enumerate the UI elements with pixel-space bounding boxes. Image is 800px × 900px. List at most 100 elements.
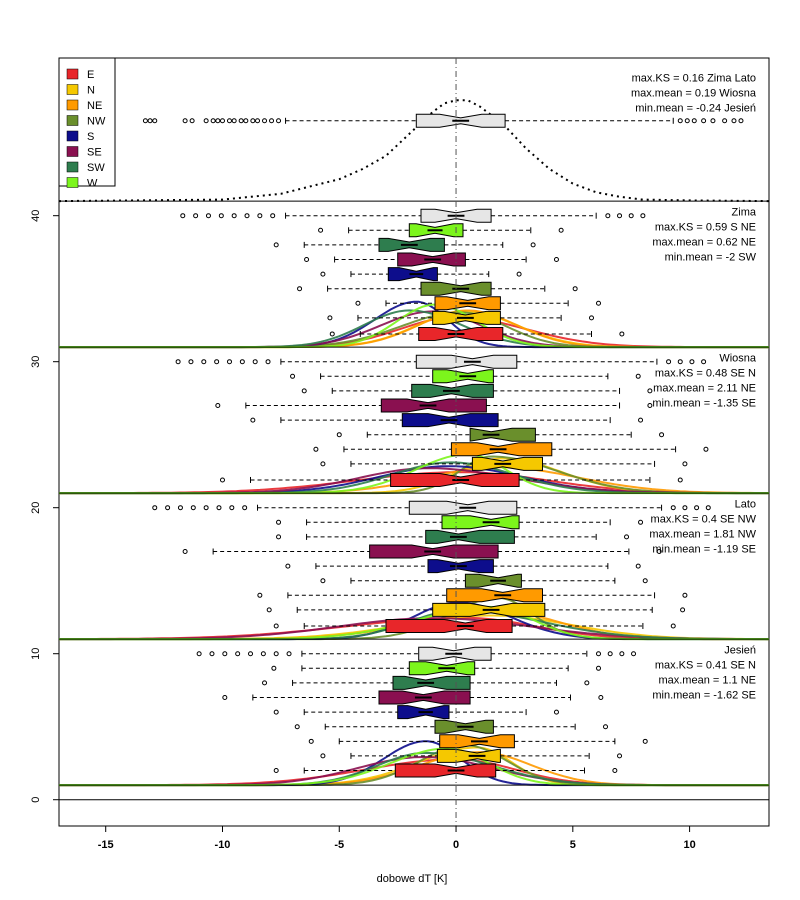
outlier-point (262, 118, 268, 124)
legend-swatch-w (66, 177, 79, 188)
boxplot-jesień-n (320, 748, 623, 763)
boxplot-lato-s (285, 559, 641, 574)
stats-wiosna-line: max.KS = 0.48 SE N (655, 368, 756, 380)
legend-label-se: SE (87, 147, 102, 159)
outlier-point (189, 118, 195, 124)
outlier-point (270, 213, 276, 219)
outlier-point (304, 256, 310, 262)
y-tick-label: 30 (30, 356, 42, 368)
stats-lato-line: min.mean = -1.19 SE (652, 544, 756, 556)
outlier-point (558, 227, 564, 233)
outlier-point (219, 477, 225, 483)
outlier-point (248, 651, 254, 657)
outlier-point (308, 738, 314, 744)
legend-label-e: E (87, 69, 94, 81)
outlier-point (190, 505, 196, 511)
outlier-point (638, 417, 644, 423)
outlier-point (705, 505, 711, 511)
outlier-point (516, 271, 522, 277)
outlier-point (596, 300, 602, 306)
legend-label-w: W (87, 178, 98, 190)
x-tick-label: -5 (334, 839, 344, 851)
overall-density-curve (58, 99, 770, 203)
outlier-point (647, 402, 653, 408)
outlier-point (205, 213, 211, 219)
outlier-point (320, 578, 326, 584)
outlier-point (231, 118, 237, 124)
boxplot-jesień-s (273, 705, 559, 720)
legend-label-nw: NW (87, 116, 106, 128)
outlier-point (682, 461, 688, 467)
outlier-point (215, 118, 221, 124)
boxplot-zima-sw (273, 237, 536, 252)
outlier-point (152, 505, 158, 511)
outlier-point (201, 359, 207, 365)
outlier-point (165, 505, 171, 511)
outlier-point (250, 118, 256, 124)
outlier-point (628, 213, 634, 219)
outlier-point (276, 118, 282, 124)
boxplot-wiosna-n (320, 456, 688, 471)
outlier-point (266, 607, 272, 613)
x-tick-label: -15 (98, 839, 114, 851)
outlier-point (238, 118, 244, 124)
outlier-point (329, 331, 335, 337)
outlier-point (642, 738, 648, 744)
outlier-point (670, 505, 676, 511)
outlier-point (638, 519, 644, 525)
outlier-point (276, 534, 282, 540)
outlier-point (689, 359, 695, 365)
outlier-point (320, 271, 326, 277)
outlier-point (313, 446, 319, 452)
outlier-point (656, 549, 662, 555)
outlier-point (619, 651, 625, 657)
outlier-point (276, 519, 282, 525)
stats-jesień-line: min.mean = -1.62 SE (652, 690, 756, 702)
overall-stats-line: min.mean = -0.24 Jesień (635, 102, 756, 114)
outlier-point (285, 563, 291, 569)
boxplot-jesień-e (273, 763, 618, 778)
outlier-point (584, 680, 590, 686)
outlier-point (327, 315, 333, 321)
outlier-point (235, 651, 241, 657)
outlier-point (635, 373, 641, 379)
outlier-point (222, 651, 228, 657)
outlier-point (257, 213, 263, 219)
outlier-point (320, 753, 326, 759)
boxplot-zima-ne (355, 296, 602, 311)
boxplots (142, 113, 744, 778)
outlier-point (617, 753, 623, 759)
y-tick-label: 40 (30, 210, 42, 222)
box-sw (425, 529, 515, 544)
x-axis-title: dobowe dT [K] (377, 873, 448, 885)
outlier-point (210, 118, 216, 124)
outlier-point (218, 213, 224, 219)
stats-jesień-line: max.KS = 0.41 SE N (655, 660, 756, 672)
stats-zima-line: min.mean = -2 SW (665, 252, 757, 264)
outlier-point (607, 651, 613, 657)
outlier-point (318, 227, 324, 233)
outlier-point (242, 505, 248, 511)
boxplot-wiosna-e (219, 473, 683, 487)
outlier-point (589, 315, 594, 321)
outlier-point (670, 623, 676, 629)
outlier-point (722, 118, 728, 124)
outlier-point (596, 651, 602, 657)
outlier-point (273, 623, 279, 629)
outlier-point (177, 505, 183, 511)
stats-wiosna-line: min.mean = -1.35 SE (652, 398, 756, 410)
outlier-point (677, 118, 683, 124)
boxplot-lato-n (266, 602, 686, 617)
outlier-point (624, 534, 630, 540)
outlier-point (572, 286, 578, 292)
outlier-point (252, 359, 258, 365)
outlier-point (286, 651, 292, 657)
boxplot-jesień-sw (262, 675, 590, 690)
outlier-point (677, 477, 683, 483)
outlier-point (677, 359, 683, 365)
boxplot-lato-nw (320, 573, 648, 588)
outlier-point (244, 213, 250, 219)
stats-jesień-line: Jesień (724, 645, 756, 657)
outlier-point (294, 724, 300, 730)
outlier-point (226, 118, 232, 124)
